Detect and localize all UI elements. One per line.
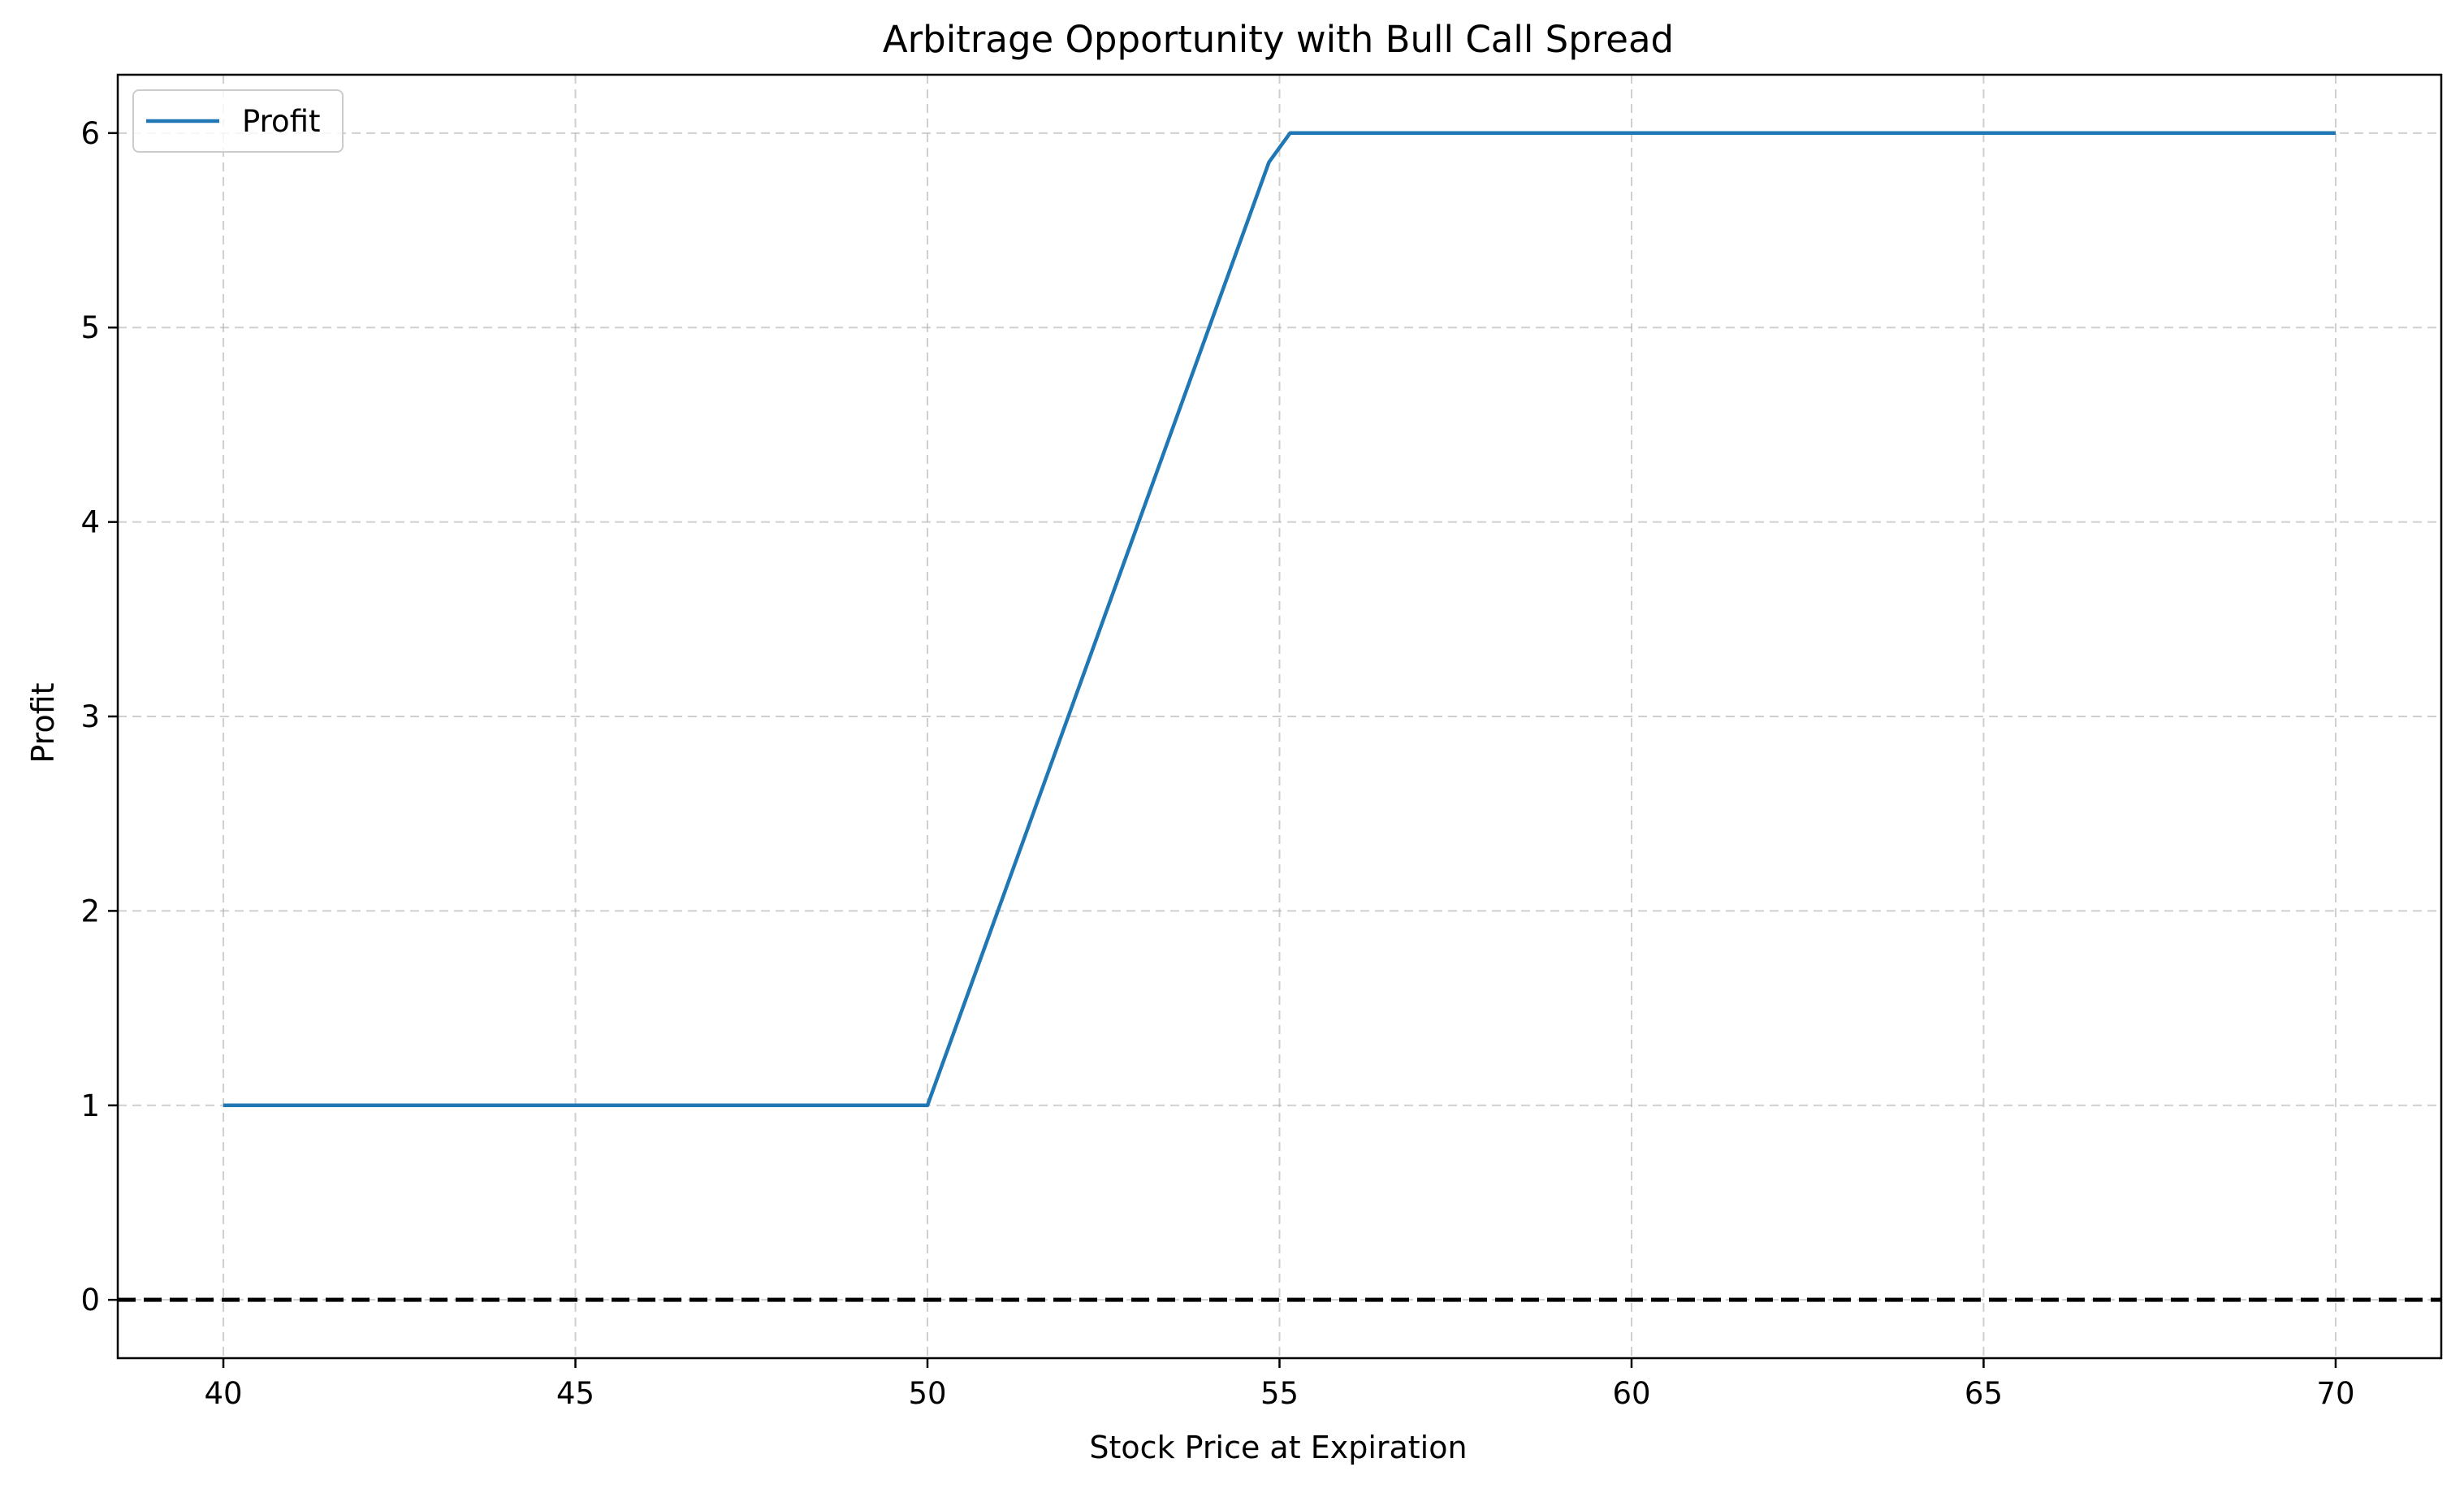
x-axis-label: Stock Price at Expiration	[1089, 1430, 1467, 1465]
x-tick-label: 50	[908, 1376, 946, 1411]
x-tick-label: 60	[1612, 1376, 1650, 1411]
x-tick-label: 70	[2316, 1376, 2354, 1411]
y-axis-ticks: 0 1 2 3 4 5 6	[80, 116, 118, 1318]
y-tick-label: 2	[80, 894, 100, 928]
x-tick-label: 45	[556, 1376, 594, 1411]
y-tick-label: 0	[80, 1283, 100, 1318]
y-tick-label: 6	[80, 116, 100, 151]
y-tick-label: 1	[80, 1088, 100, 1123]
y-tick-label: 4	[80, 505, 100, 540]
legend-box	[132, 89, 344, 153]
series-layer	[223, 131, 2336, 1108]
y-tick-label: 3	[80, 699, 100, 734]
legend: Profit	[132, 89, 344, 153]
y-tick-label: 5	[80, 310, 100, 345]
y-axis-label: Profit	[25, 682, 61, 763]
x-tick-label: 40	[204, 1376, 242, 1411]
chart-title: Arbitrage Opportunity with Bull Call Spr…	[883, 18, 1674, 61]
x-tick-label: 65	[1965, 1376, 2003, 1411]
legend-label-profit: Profit	[242, 104, 321, 139]
x-axis-ticks: 40 45 50 55 60 65 70	[204, 1358, 2355, 1411]
x-tick-label: 55	[1260, 1376, 1299, 1411]
series-line-profit	[223, 131, 2336, 1108]
